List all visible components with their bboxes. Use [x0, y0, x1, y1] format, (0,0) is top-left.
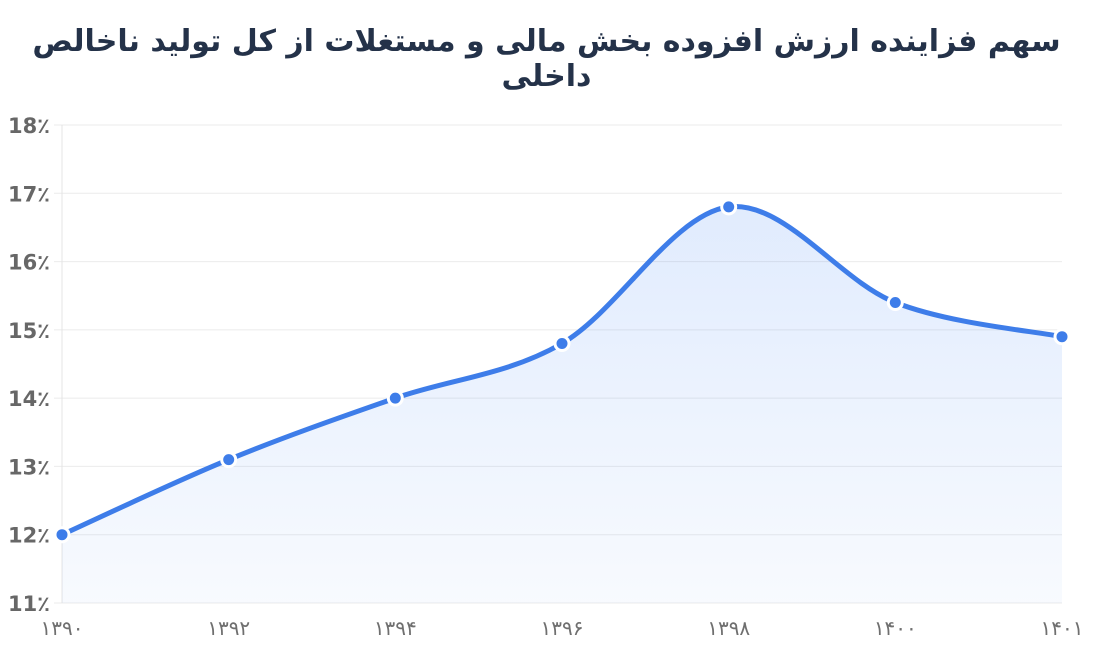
chart-title: سهم فزاینده ارزش افزوده بخش مالی و مستغل… — [32, 24, 1061, 94]
x-axis-tick-label: ۱۳۹۴ — [374, 616, 417, 640]
data-point[interactable] — [386, 389, 404, 407]
data-point[interactable] — [53, 526, 71, 544]
x-axis-labels: ۱۳۹۰ ۱۳۹۲ ۱۳۹۴ ۱۳۹۶ ۱۳۹۸ ۱۴۰۰ ۱۴۰۱ — [41, 616, 1084, 640]
x-axis-tick-label: ۱۴۰۰ — [874, 616, 917, 640]
y-axis-tick-label: 17٪ — [8, 182, 50, 206]
data-point[interactable] — [553, 335, 571, 352]
x-axis-tick-label: ۱۳۹۸ — [707, 616, 750, 640]
x-axis-tick-label: ۱۳۹۶ — [541, 616, 584, 640]
y-axis-tick-label: 14٪ — [8, 387, 50, 411]
x-axis-tick-label: ۱۳۹۰ — [41, 616, 84, 640]
y-axis-tick-label: 15٪ — [8, 319, 50, 343]
y-axis-tick-label: 12٪ — [8, 524, 50, 548]
x-axis-tick-label: ۱۴۰۱ — [1041, 616, 1084, 640]
data-point[interactable] — [720, 198, 738, 216]
x-axis-tick-label: ۱۳۹۲ — [207, 616, 250, 640]
data-point[interactable] — [1053, 328, 1071, 346]
y-axis-tick-label: 13٪ — [8, 455, 50, 479]
area-fill — [62, 206, 1062, 604]
y-axis-tick-label: 16٪ — [8, 251, 50, 275]
data-point[interactable] — [886, 294, 904, 311]
data-point[interactable] — [220, 451, 238, 469]
y-axis-tick-label: 18٪ — [8, 114, 50, 138]
y-axis-tick-label: 11٪ — [8, 592, 50, 616]
